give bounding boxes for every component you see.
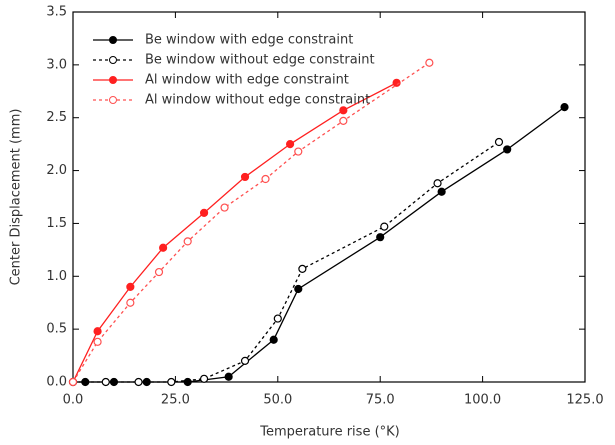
legend-marker [109,76,117,84]
data-point [93,327,102,336]
legend-label: Al window with edge constraint [145,73,349,88]
data-point [560,103,569,112]
data-point [433,179,442,188]
y-tick-label: 3.0 [46,57,67,72]
data-point [183,237,192,246]
data-point [199,374,209,383]
x-tick-label: 0.0 [63,393,84,408]
data-point [93,337,102,346]
series-line [72,82,397,383]
data-point [294,284,303,294]
y-tick-label: 1.5 [46,216,67,231]
x-tick-label: 75.0 [366,393,395,408]
data-point [425,58,434,67]
data-point [134,377,143,387]
series-line [72,62,430,383]
data-point [126,298,135,307]
data-point [199,208,209,217]
data-point [220,203,229,212]
y-tick-label: 2.5 [46,110,67,125]
data-point [269,335,278,344]
data-point [494,137,504,147]
data-point [294,147,303,156]
y-tick-label: 2.0 [46,163,67,178]
legend-marker [109,96,117,104]
plot-frame [72,11,586,383]
data-point [154,267,164,277]
data-point [68,377,78,387]
data-point [101,377,110,387]
legend-label: Be window with edge constraint [145,33,353,48]
data-point [167,377,176,387]
y-axis-label: Center Displacement (mm) [9,109,24,286]
legend-marker [109,56,117,64]
data-point [392,78,401,87]
data-point [240,172,250,182]
x-tick-label: 100.0 [464,393,501,408]
x-tick-label: 125.0 [566,393,603,408]
legend-label: Al window without edge constraint [145,93,370,108]
data-point [380,222,389,231]
data-point [285,140,295,149]
y-tick-label: 3.5 [46,5,67,20]
data-point [298,264,307,273]
data-point [159,243,168,252]
data-point [261,174,270,184]
x-axis-label: Temperature rise (°K) [259,425,400,440]
data-point [240,356,250,365]
data-point [339,116,348,125]
data-point [437,187,446,196]
data-point [503,145,512,154]
data-point [183,377,192,387]
series-line [73,106,565,383]
x-tick-label: 25.0 [161,393,190,408]
y-tick-label: 0.0 [46,375,67,390]
data-point [339,106,348,115]
x-tick-label: 50.0 [263,393,292,408]
y-tick-label: 0.5 [46,322,67,337]
data-point [273,314,282,323]
series-line [73,141,500,383]
data-point [126,282,135,291]
y-tick-label: 1.0 [46,269,67,284]
legend-marker [109,36,117,44]
legend-label: Be window without edge constraint [145,53,375,68]
data-point [224,372,233,381]
data-point [376,233,385,242]
